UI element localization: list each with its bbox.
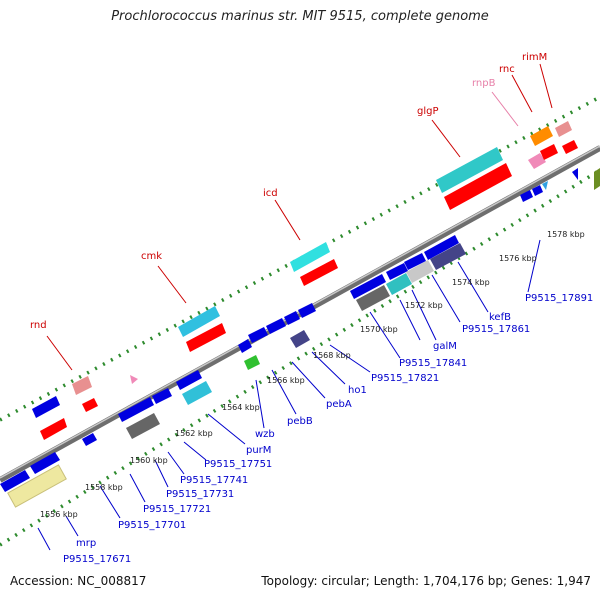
cds-cyan-feature xyxy=(182,381,212,405)
cds-feature xyxy=(386,263,408,280)
cds-feature xyxy=(284,311,300,325)
locus-label: P9515_17751 xyxy=(204,459,272,470)
kbp-label: 1562 kbp xyxy=(175,429,213,438)
locus-label: P9515_17701 xyxy=(118,520,186,531)
cds-light-feature xyxy=(406,260,434,283)
cds-feature xyxy=(424,235,459,260)
locus-label: mrp xyxy=(76,538,96,549)
cds-feature xyxy=(30,452,60,474)
gene-label: rnd xyxy=(30,320,47,331)
feature-rimM xyxy=(555,121,572,137)
cds-feature xyxy=(118,397,154,422)
cds-feature xyxy=(32,396,60,418)
locus-label: P9515_17741 xyxy=(180,475,248,486)
cds-feature xyxy=(520,190,533,202)
rrna-feature xyxy=(186,323,226,352)
cds-feature xyxy=(238,339,252,353)
cds-feature xyxy=(248,327,268,343)
cds-feature xyxy=(532,185,543,196)
forward-features xyxy=(0,121,600,508)
rrna-feature xyxy=(540,144,558,160)
feature-rnpB xyxy=(528,153,546,169)
gene-label: rimM xyxy=(522,52,547,63)
map-title: Prochlorococcus marinus str. MIT 9515, c… xyxy=(111,9,489,24)
rna-label: rnpB xyxy=(472,78,496,89)
kbp-label: 1560 kbp xyxy=(130,456,168,465)
locus-label: P9515_17671 xyxy=(63,554,131,565)
kbp-label: 1576 kbp xyxy=(499,254,537,263)
cds-gray-feature xyxy=(126,413,160,439)
feature-icd xyxy=(290,242,330,272)
locus-label: ho1 xyxy=(348,385,367,396)
genome-summary: Topology: circular; Length: 1,704,176 bp… xyxy=(261,574,591,588)
locus-label: galM xyxy=(433,341,457,352)
kbp-label: 1566 kbp xyxy=(267,376,305,385)
cds-feature xyxy=(176,370,202,390)
feature-cmk xyxy=(178,306,220,337)
locus-label: P9515_17731 xyxy=(166,489,234,500)
gene-labels: rnd cmk icd glgP rnpB rnc rimM xyxy=(30,52,547,331)
cds-feature xyxy=(298,303,316,318)
rrna-feature xyxy=(40,418,67,440)
cds-feature xyxy=(350,274,386,299)
accession-text: Accession: NC_008817 xyxy=(10,574,147,588)
kbp-label: 1568 kbp xyxy=(313,351,351,360)
cds-feature xyxy=(572,168,578,180)
rrna-feature xyxy=(300,259,338,286)
cds-gray-feature xyxy=(356,285,390,311)
feature-green xyxy=(244,355,260,370)
kbp-labels: 1556 kbp 1558 kbp 1560 kbp 1562 kbp 1564… xyxy=(40,230,585,519)
locus-label: pebB xyxy=(287,416,313,427)
upper-tick-row xyxy=(0,95,600,422)
cds-feature xyxy=(594,168,600,190)
locus-label: P9515_17891 xyxy=(525,293,593,304)
cds-cyan-feature xyxy=(386,273,412,295)
feature-rnd xyxy=(72,376,92,395)
kbp-label: 1558 kbp xyxy=(85,483,123,492)
leader-lines xyxy=(37,63,553,551)
locus-label: P9515_17821 xyxy=(371,373,439,384)
rrna-feature xyxy=(562,140,578,154)
lower-tick-row xyxy=(0,168,600,547)
locus-label: kefB xyxy=(489,312,511,323)
kbp-label: 1578 kbp xyxy=(547,230,585,239)
rrna-feature xyxy=(82,398,98,412)
rrna-feature xyxy=(444,163,512,210)
locus-label: P9515_17841 xyxy=(399,358,467,369)
cds-feature xyxy=(0,470,30,492)
feature-rnc xyxy=(530,126,553,146)
feature-glgP xyxy=(436,147,503,193)
kbp-label: 1574 kbp xyxy=(452,278,490,287)
gene-label: cmk xyxy=(141,251,162,262)
gene-label: icd xyxy=(263,188,278,199)
locus-label: P9515_17721 xyxy=(143,504,211,515)
locus-label: purM xyxy=(246,445,271,456)
rna-feature xyxy=(130,375,138,384)
gene-label: glgP xyxy=(417,106,439,117)
locus-labels: P9515_17671 mrp P9515_17701 P9515_17721 … xyxy=(63,293,593,565)
gene-label: rnc xyxy=(499,64,515,75)
kbp-label: 1572 kbp xyxy=(405,301,443,310)
cds-feature xyxy=(82,433,97,446)
feature-mrp xyxy=(7,464,67,508)
kbp-label: 1564 kbp xyxy=(222,403,260,412)
cds-cyan-feature xyxy=(542,181,548,190)
locus-label: P9515_17861 xyxy=(462,324,530,335)
cds-feature xyxy=(404,253,426,270)
kbp-label: 1556 kbp xyxy=(40,510,78,519)
cds-feature xyxy=(266,318,286,334)
locus-label: wzb xyxy=(255,429,275,440)
kbp-label: 1570 kbp xyxy=(360,325,398,334)
cds-dark-feature xyxy=(290,330,310,348)
locus-label: pebA xyxy=(326,399,352,410)
cds-dark-feature xyxy=(430,243,466,270)
cds-feature xyxy=(152,388,172,404)
